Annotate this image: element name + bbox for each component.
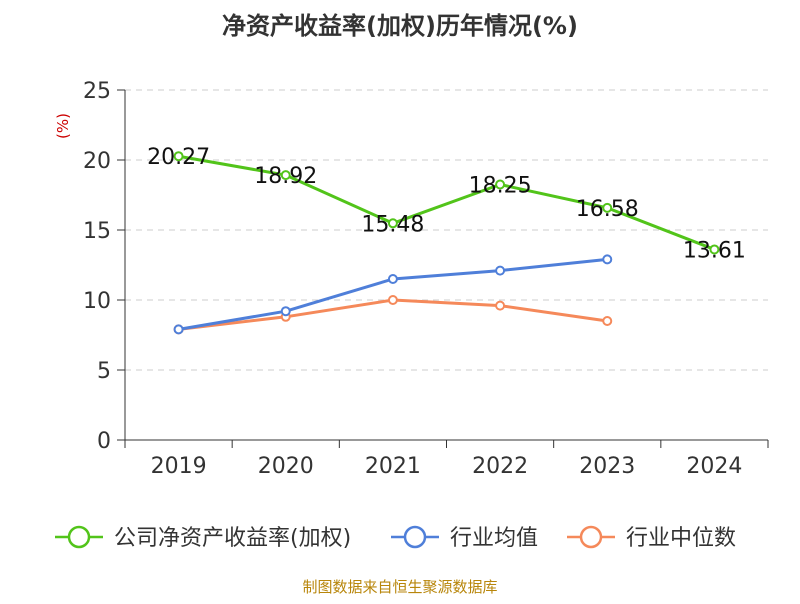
data-point[interactable] (387, 274, 398, 284)
legend: 公司净资产收益率(加权) 行业均值 行业中位数 (55, 525, 736, 551)
data-label: 18.25 (469, 174, 532, 199)
data-point[interactable] (709, 244, 720, 255)
data-point[interactable] (495, 179, 506, 190)
data-point[interactable] (602, 202, 613, 213)
y-tick-label: 15 (83, 219, 111, 244)
legend-swatch-marker (579, 525, 603, 549)
data-labels: 20.27 18.92 15.48 18.25 16.58 13.61 (147, 145, 746, 263)
data-point[interactable] (387, 295, 398, 305)
y-tick-label: 10 (83, 289, 111, 314)
data-point[interactable] (173, 324, 184, 335)
data-label: 16.58 (576, 197, 639, 222)
legend-item-label[interactable]: 公司净资产收益率(加权) (114, 526, 351, 551)
data-point[interactable] (173, 151, 184, 162)
data-label: 15.48 (361, 212, 424, 237)
axes: 0 5 10 15 20 25 2019 2020 2021 2022 2023 2024 (83, 79, 769, 479)
x-tick-label: 2020 (258, 454, 314, 479)
data-label: 13.61 (683, 238, 746, 263)
data-point[interactable] (602, 254, 613, 265)
legend-swatch-marker (403, 525, 427, 549)
legend-swatch-marker (67, 525, 91, 549)
y-tick-label: 0 (97, 429, 111, 454)
data-point[interactable] (387, 218, 398, 229)
x-tick-label: 2024 (686, 454, 742, 479)
series-line (178, 257, 608, 331)
legend-item-label[interactable]: 行业中位数 (626, 526, 736, 551)
grid-lines (125, 89, 768, 371)
data-point[interactable] (602, 316, 613, 326)
x-tick-label: 2022 (472, 454, 528, 479)
y-axis-unit-label: (%) (54, 113, 72, 139)
chart-title: 净资产收益率(加权)历年情况(%) (222, 12, 578, 40)
data-label: 18.92 (254, 164, 317, 189)
x-tick-label: 2021 (365, 454, 421, 479)
legend-item-label[interactable]: 行业均值 (450, 526, 538, 551)
y-tick-label: 25 (83, 79, 111, 104)
x-tick-label: 2019 (151, 454, 207, 479)
data-point[interactable] (495, 265, 506, 276)
data-point[interactable] (280, 306, 291, 317)
source-note: 制图数据来自恒生聚源数据库 (302, 578, 497, 596)
x-tick-label: 2023 (579, 454, 635, 479)
data-label: 20.27 (147, 145, 210, 170)
y-tick-label: 5 (97, 359, 111, 384)
data-point[interactable] (495, 300, 506, 311)
series-lines (173, 151, 720, 335)
data-point[interactable] (280, 170, 291, 181)
y-tick-label: 20 (83, 149, 111, 174)
series-line (178, 154, 715, 251)
